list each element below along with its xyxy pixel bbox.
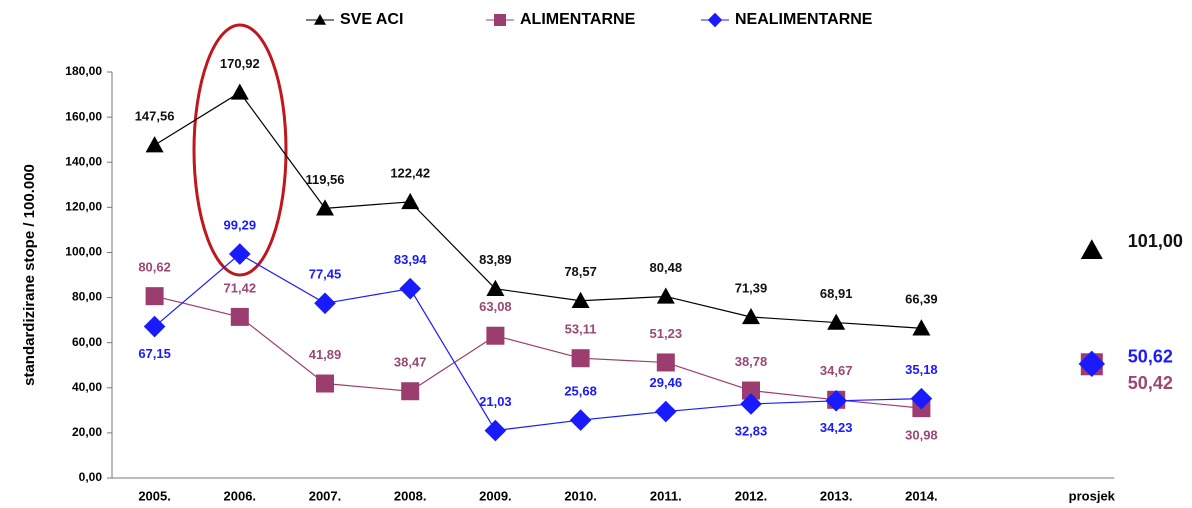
value-label: 34,23 <box>820 420 853 435</box>
point-marker <box>912 319 931 336</box>
y-tick-label: 140,00 <box>65 154 102 168</box>
point-marker <box>486 326 505 345</box>
value-label: 119,56 <box>305 172 344 187</box>
point-marker <box>742 381 760 400</box>
value-label: 41,89 <box>309 347 342 362</box>
y-tick-label: 100,00 <box>65 245 102 259</box>
point-marker <box>656 353 675 372</box>
highlight-ellipse <box>192 23 288 277</box>
legend-label: NEALIMENTARNE <box>735 11 873 28</box>
y-tick-label: 40,00 <box>72 380 102 394</box>
value-label: 34,67 <box>820 363 853 378</box>
point-marker <box>827 313 846 330</box>
x-tick-label: 2012. <box>735 488 768 503</box>
value-label: 35,18 <box>905 362 938 377</box>
point-marker <box>486 279 505 296</box>
value-label: 63,08 <box>479 299 512 314</box>
x-tick-label: 2014. <box>905 488 938 503</box>
avg-label: 50,42 <box>1128 373 1173 393</box>
legend-label: SVE ACI <box>340 11 403 28</box>
value-label: 25,68 <box>564 384 597 399</box>
value-label: 122,42 <box>390 165 430 180</box>
y-tick-label: 0,00 <box>79 470 103 484</box>
y-tick-label: 180,00 <box>65 64 102 78</box>
legend-marker <box>494 14 506 26</box>
x-tick-label: 2013. <box>820 488 853 503</box>
x-tick-label: 2005. <box>138 488 171 503</box>
value-label: 29,46 <box>650 375 683 390</box>
value-label: 68,91 <box>820 286 853 301</box>
avg-label: 50,62 <box>1128 347 1173 367</box>
point-marker <box>314 292 336 315</box>
value-label: 67,15 <box>138 346 171 361</box>
value-label: 38,78 <box>735 354 768 369</box>
y-tick-label: 80,00 <box>72 290 102 304</box>
value-label: 147,56 <box>135 109 175 124</box>
point-marker <box>484 419 507 442</box>
point-marker <box>316 374 334 393</box>
point-marker <box>145 136 164 153</box>
point-marker <box>316 199 334 216</box>
point-marker <box>1078 350 1105 378</box>
legend-marker <box>314 14 326 25</box>
point-marker <box>656 287 675 304</box>
point-marker <box>401 192 420 210</box>
value-label: 30,98 <box>905 428 938 443</box>
x-tick-label: 2009. <box>479 488 512 503</box>
point-marker <box>825 389 847 412</box>
point-marker <box>571 349 590 368</box>
series-line <box>155 296 1092 408</box>
y-tick-label: 120,00 <box>65 200 102 214</box>
value-label: 83,89 <box>479 252 512 267</box>
value-label: 77,45 <box>309 267 342 282</box>
legend-marker <box>707 12 723 28</box>
point-marker <box>742 307 760 325</box>
y-tick-label: 20,00 <box>72 425 102 439</box>
point-marker <box>229 243 251 265</box>
value-label: 38,47 <box>394 355 427 370</box>
x-tick-label: prosjek <box>1069 488 1116 503</box>
series-line <box>155 92 1092 328</box>
y-tick-label: 160,00 <box>65 109 102 123</box>
point-marker <box>655 400 677 423</box>
value-label: 32,83 <box>735 423 768 438</box>
avg-label: 101,00 <box>1128 231 1183 251</box>
point-marker <box>230 83 249 100</box>
value-label: 80,62 <box>138 260 171 275</box>
x-tick-label: 2008. <box>394 488 427 503</box>
point-marker <box>230 307 249 326</box>
y-axis-label: standardizirane stope / 100.000 <box>21 164 38 386</box>
point-marker <box>910 387 933 410</box>
point-marker <box>401 382 420 401</box>
value-label: 21,03 <box>479 394 512 409</box>
point-marker <box>143 315 166 338</box>
point-marker <box>569 409 592 431</box>
value-label: 99,29 <box>224 217 257 232</box>
point-marker <box>571 291 590 308</box>
x-tick-label: 2007. <box>309 488 342 503</box>
x-tick-label: 2010. <box>564 488 597 503</box>
value-label: 71,42 <box>224 280 257 295</box>
series-line <box>155 254 1092 431</box>
value-label: 53,11 <box>565 322 597 337</box>
value-label: 71,39 <box>735 280 768 295</box>
value-label: 66,39 <box>905 292 938 307</box>
value-label: 83,94 <box>394 252 427 267</box>
point-marker <box>145 287 164 306</box>
x-tick-label: 2006. <box>224 488 257 503</box>
point-marker <box>740 393 762 415</box>
value-label: 78,57 <box>564 264 597 279</box>
point-marker <box>1080 239 1103 259</box>
x-tick-label: 2011. <box>650 488 682 503</box>
value-label: 51,23 <box>650 326 683 341</box>
y-tick-label: 60,00 <box>72 335 102 349</box>
value-label: 80,48 <box>650 260 683 275</box>
point-marker <box>399 277 421 300</box>
legend-label: ALIMENTARNE <box>520 11 636 28</box>
value-label: 170,92 <box>220 56 260 71</box>
